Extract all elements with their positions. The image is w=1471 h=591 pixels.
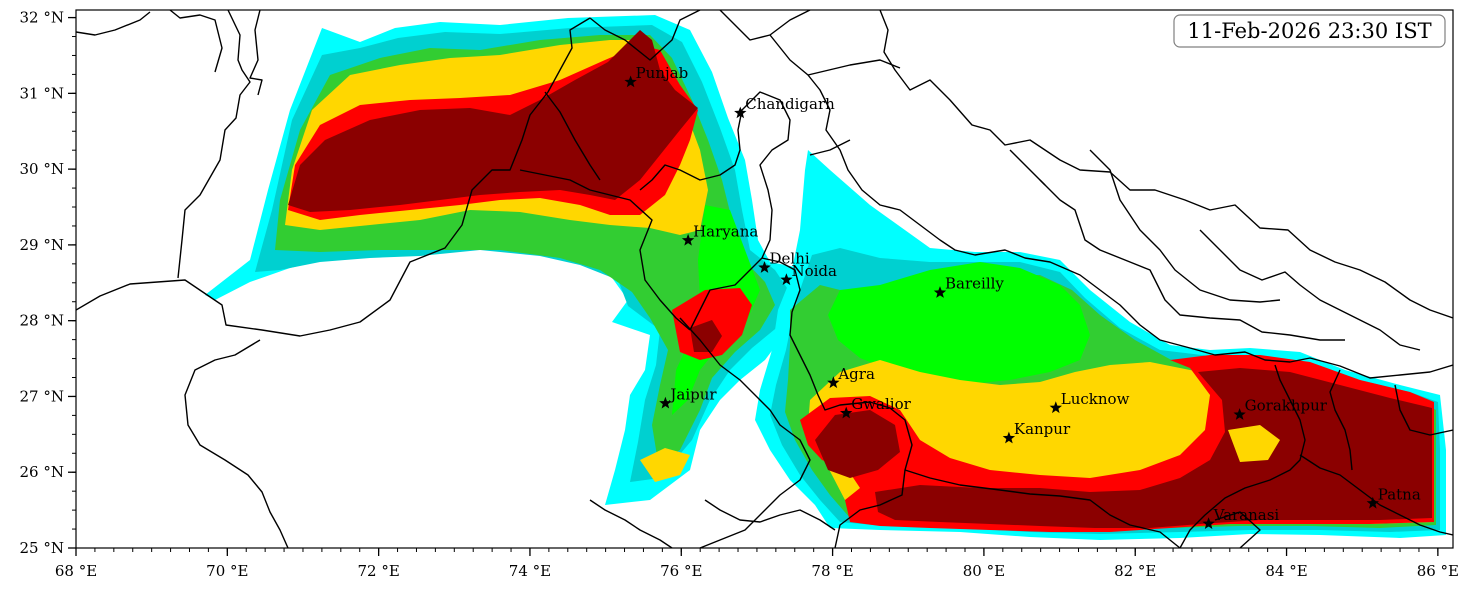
fog-level-5	[640, 448, 690, 482]
axis-ticks: 68 °E 70 °E 72 °E 74 °E 76 °E 78 °E 80 °E 82 °E…	[20, 9, 1460, 580]
x-tick-label: 86 °E	[1417, 562, 1459, 580]
fog-level-7	[690, 320, 722, 352]
city-label-varanasi: Varanasi	[1213, 506, 1280, 524]
city-marker-delhi	[758, 261, 771, 273]
x-tick-label: 70 °E	[206, 562, 248, 580]
fog-level-7	[288, 30, 698, 212]
city-label-lucknow: Lucknow	[1061, 390, 1130, 408]
city-label-punjab: Punjab	[636, 64, 689, 82]
city-marker-gorakhpur	[1233, 408, 1246, 420]
y-tick-label: 27 °N	[20, 387, 64, 405]
fog-level-4	[828, 262, 1090, 385]
x-tick-label: 82 °E	[1114, 562, 1156, 580]
boundaries	[76, 10, 1453, 548]
y-tick-label: 28 °N	[20, 312, 64, 330]
fog-level-7	[815, 410, 900, 478]
fog-level-7	[875, 368, 1432, 528]
city-label-kanpur: Kanpur	[1014, 420, 1071, 438]
x-tick-label: 76 °E	[660, 562, 702, 580]
timestamp-background	[1173, 14, 1446, 48]
city-marker-haryana	[681, 233, 695, 246]
city-marker-bareilly	[933, 286, 947, 298]
x-tick-label: 84 °E	[1265, 562, 1307, 580]
city-marker-noida	[780, 273, 793, 285]
city-label-haryana: Haryana	[693, 222, 758, 240]
y-tick-label: 30 °N	[20, 160, 64, 178]
y-tick-label: 31 °N	[20, 84, 64, 102]
city-label-jaipur: Jaipur	[668, 385, 717, 403]
city-label-delhi: Delhi	[770, 250, 810, 268]
city-marker-punjab	[624, 75, 637, 88]
city-marker-kanpur	[1002, 431, 1016, 444]
timestamp-box: 11-Feb-2026 23:30 IST	[1173, 14, 1446, 48]
x-tick-label: 78 °E	[811, 562, 853, 580]
city-marker-chandigarh	[734, 106, 747, 119]
city-label-agra: Agra	[837, 365, 875, 383]
fog-level-5	[1228, 425, 1280, 462]
y-tick-label: 32 °N	[20, 9, 64, 27]
city-marker-varanasi	[1202, 517, 1215, 529]
city-marker-patna	[1366, 496, 1379, 509]
plot-frame	[75, 9, 1454, 549]
city-marker-jaipur	[659, 396, 672, 409]
x-tick-label: 72 °E	[357, 562, 399, 580]
city-label-patna: Patna	[1378, 485, 1421, 503]
x-tick-label: 74 °E	[509, 562, 551, 580]
timestamp-label: 11-Feb-2026 23:30 IST	[1187, 19, 1431, 43]
city-marker-gwalior	[840, 406, 853, 419]
x-tick-label: 80 °E	[963, 562, 1005, 580]
x-tick-label: 68 °E	[55, 562, 97, 580]
city-label-chandigarh: Chandigarh	[745, 95, 835, 113]
city-label-bareilly: Bareilly	[945, 275, 1004, 293]
fog-field-east	[755, 150, 1446, 540]
city-label-noida: Noida	[791, 262, 837, 280]
y-tick-label: 26 °N	[20, 463, 64, 481]
y-tick-label: 29 °N	[20, 236, 64, 254]
city-label-gorakhpur: Gorakhpur	[1245, 397, 1328, 415]
fog-field-west	[205, 15, 812, 505]
city-label-gwalior: Gwalior	[851, 395, 911, 413]
city-marker-agra	[827, 376, 840, 389]
city-marker-lucknow	[1049, 401, 1062, 414]
y-tick-label: 25 °N	[20, 539, 64, 557]
